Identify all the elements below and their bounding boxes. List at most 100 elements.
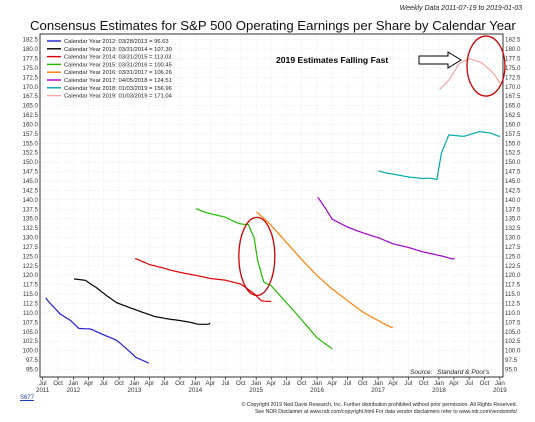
x-tick-label: Jan <box>373 380 384 387</box>
y-tick-label-right: 112.5 <box>505 301 521 308</box>
y-tick-label-right: 100.0 <box>505 348 521 355</box>
legend: Calendar Year 2012: 03/28/2013 = 96.63 Ca… <box>47 39 173 100</box>
x-tick-label: Jul <box>404 380 412 387</box>
x-tick-label: Oct <box>297 380 307 387</box>
x-tick-label: Jan <box>495 380 506 387</box>
annotation-circle-2015 <box>238 216 276 297</box>
x-year-label: 2015 <box>249 387 263 394</box>
y-tick-label: 102.5 <box>23 338 39 345</box>
y-tick-label: 100.0 <box>23 348 39 355</box>
y-tick-label-right: 145.0 <box>505 178 521 185</box>
y-tick-label: 167.5 <box>23 93 39 100</box>
y-tick-label-right: 172.5 <box>505 74 521 81</box>
x-tick-label: Jul <box>161 380 169 387</box>
legend-entry: Calendar Year 2013: 03/31/2014 = 107.30 <box>64 47 172 53</box>
copyright-line: © Copyright 2019 Ned Davis Research, Inc… <box>241 402 517 408</box>
y-tick-label-right: 175.0 <box>505 65 521 72</box>
y-tick-label-right: 130.0 <box>505 235 521 242</box>
y-tick-label: 110.0 <box>23 310 39 317</box>
y-tick-label: 142.5 <box>23 187 39 194</box>
x-tick-label: Oct <box>236 380 246 387</box>
series-line-calendar-year-2015 <box>195 208 333 350</box>
x-tick-label: Apr <box>266 380 276 387</box>
grid-layer <box>40 34 503 377</box>
y-tick-label: 182.5 <box>23 37 39 44</box>
y-tick-label-right: 95.0 <box>505 366 518 373</box>
y-tick-label-right: 167.5 <box>505 93 521 100</box>
series-line-calendar-year-2016 <box>256 211 394 329</box>
x-year-label: 2019 <box>493 387 507 394</box>
y-tick-label: 112.5 <box>23 301 39 308</box>
y-tick-label-right: 177.5 <box>505 56 521 63</box>
y-tick-label: 130.0 <box>23 235 39 242</box>
y-tick-label: 120.0 <box>23 272 39 279</box>
y-tick-label-right: 107.5 <box>505 319 521 326</box>
y-tick-label-right: 155.0 <box>505 140 521 147</box>
y-tick-label-right: 140.0 <box>505 197 521 204</box>
y-tick-label-right: 152.5 <box>505 150 521 157</box>
y-tick-label-right: 170.0 <box>505 84 521 91</box>
x-tick-label: Jan <box>190 380 201 387</box>
y-tick-label: 127.5 <box>23 244 39 251</box>
series-line-calendar-year-2012 <box>45 297 150 364</box>
y-tick-label: 170.0 <box>23 84 39 91</box>
y-tick-label: 115.0 <box>23 291 39 298</box>
y-tick-label: 160.0 <box>23 121 39 128</box>
y-tick-label: 117.5 <box>23 282 39 289</box>
y-tick-label: 135.0 <box>23 216 39 223</box>
y-tick-label: 175.0 <box>23 65 39 72</box>
source-label: Source: <box>410 369 433 376</box>
y-tick-label: 137.5 <box>23 206 39 213</box>
annotation-label: 2019 Estimates Falling Fast <box>276 55 388 65</box>
y-tick-label-right: 135.0 <box>505 216 521 223</box>
y-tick-label: 177.5 <box>23 56 39 63</box>
y-tick-label: 162.5 <box>23 112 39 119</box>
series-line-calendar-year-2018 <box>378 130 501 180</box>
legend-entry: Calendar Year 2015: 03/31/2016 = 100.45 <box>64 62 172 68</box>
x-tick-label: Jul <box>282 380 290 387</box>
x-tick-label: Jul <box>39 380 47 387</box>
chart-title: Consensus Estimates for S&P 500 Operatin… <box>30 18 516 33</box>
x-tick-label: Oct <box>114 380 124 387</box>
x-tick-label: Jan <box>129 380 140 387</box>
x-tick-label: Jul <box>100 380 108 387</box>
y-tick-label-right: 162.5 <box>505 112 521 119</box>
chart-date-range: Weekly Data 2011-07-19 to 2019-01-03 <box>400 5 522 12</box>
annotation-arrow <box>418 51 462 69</box>
y-tick-label: 97.5 <box>26 357 39 364</box>
annotation-circle-2019 <box>466 35 506 97</box>
chart-code-link[interactable]: S677 <box>20 395 35 401</box>
legend-entry: Calendar Year 2016: 03/31/2017 = 106.26 <box>64 70 172 76</box>
y-tick-label: 107.5 <box>23 319 39 326</box>
y-tick-label-right: 102.5 <box>505 338 521 345</box>
plot-frame <box>39 33 504 378</box>
y-tick-label-right: 150.0 <box>505 159 521 166</box>
disclaimer-line: See NDR Disclaimer at www.ndr.com/copyri… <box>254 409 517 415</box>
y-tick-label: 125.0 <box>23 253 39 260</box>
y-tick-label: 147.5 <box>23 169 39 176</box>
x-tick-label: Jan <box>434 380 445 387</box>
x-tick-label: Jan <box>251 380 262 387</box>
y-tick-label: 122.5 <box>23 263 39 270</box>
y-tick-label-right: 182.5 <box>505 37 521 44</box>
x-tick-label: Apr <box>388 380 398 387</box>
x-tick-label: Jul <box>343 380 351 387</box>
y-tick-label-right: 97.5 <box>505 357 518 364</box>
x-year-label: 2011 <box>36 387 50 394</box>
y-tick-label: 172.5 <box>23 74 39 81</box>
x-tick-label: Oct <box>358 380 368 387</box>
legend-entry: Calendar Year 2017: 04/05/2018 = 124.51 <box>64 78 172 84</box>
legend-entry: Calendar Year 2012: 03/28/2013 = 96.63 <box>64 39 169 45</box>
x-tick-label: Oct <box>175 380 185 387</box>
series-line-calendar-year-2014 <box>134 257 272 303</box>
y-axis-right: 95.0 97.5 100.0 102.5 105.0 107.5 110.0 112.5 11… <box>505 37 521 374</box>
y-tick-label: 132.5 <box>23 225 39 232</box>
x-year-label: 2018 <box>432 387 446 394</box>
x-tick-label: Oct <box>53 380 63 387</box>
x-tick-label: Oct <box>480 380 490 387</box>
y-tick-label: 105.0 <box>23 329 39 336</box>
y-tick-label-right: 127.5 <box>505 244 521 251</box>
legend-entry: Calendar Year 2018: 01/03/2019 = 156.96 <box>64 86 172 92</box>
y-tick-label-right: 117.5 <box>505 282 521 289</box>
